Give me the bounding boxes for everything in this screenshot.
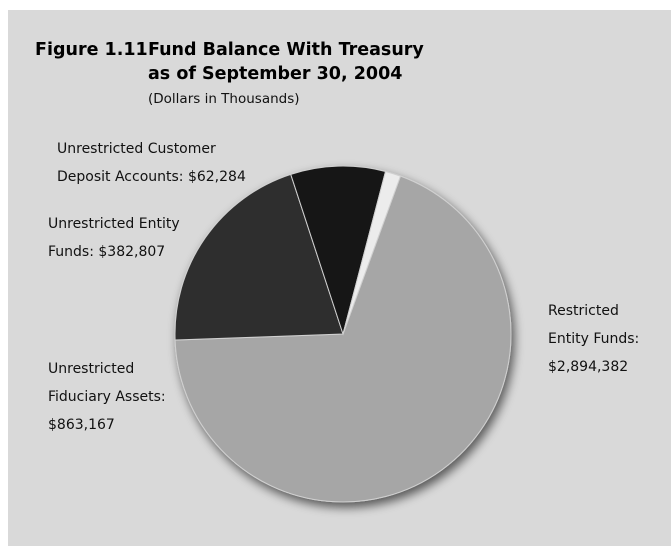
label-line: Entity Funds:: [548, 331, 640, 347]
pie-slice-0: [174, 175, 512, 503]
label-line: Unrestricted Customer: [57, 141, 216, 157]
label-restricted-entity-funds: Restricted Entity Funds: $2,894,382: [548, 297, 639, 381]
label-line: Unrestricted: [48, 361, 135, 377]
label-line: Fiduciary Assets:: [48, 389, 166, 405]
chart-title-line1: Fund Balance With Treasury: [148, 40, 424, 60]
label-line: Funds: $382,807: [48, 244, 166, 260]
label-line: Deposit Accounts: $62,284: [57, 169, 246, 185]
label-line: $2,894,382: [548, 359, 629, 375]
label-line: $863,167: [48, 417, 115, 433]
chart-subtitle: (Dollars in Thousands): [148, 91, 300, 107]
pie-slice-1: [174, 173, 344, 341]
label-line: Restricted: [548, 303, 619, 319]
label-unrestricted-fiduciary-assets: Unrestricted Fiduciary Assets: $863,167: [48, 355, 166, 439]
pie-slice-2: [290, 165, 387, 336]
label-unrestricted-customer-deposit-accounts: Unrestricted Customer Deposit Accounts: …: [57, 135, 246, 191]
chart-title-line2: as of September 30, 2004: [148, 64, 403, 84]
figure-number: Figure 1.11: [35, 40, 148, 60]
label-line: Unrestricted Entity: [48, 216, 180, 232]
label-unrestricted-entity-funds: Unrestricted Entity Funds: $382,807: [48, 210, 180, 266]
pie-slice-3: [342, 170, 402, 335]
